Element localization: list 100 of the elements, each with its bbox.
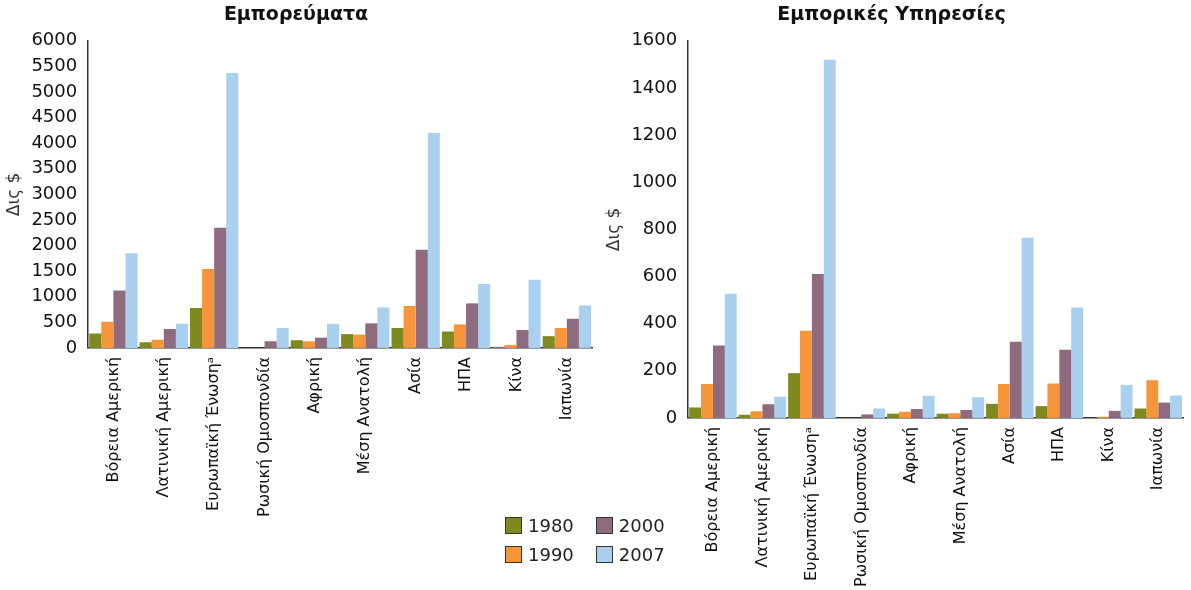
bar: [139, 342, 152, 348]
bar: [823, 59, 836, 418]
bar: [788, 373, 801, 418]
bar: [566, 318, 579, 348]
bar: [712, 345, 725, 418]
bar: [774, 396, 787, 418]
bar: [89, 333, 102, 348]
bar: [341, 334, 354, 348]
bar: [554, 327, 567, 348]
y-tick-label: 800: [642, 217, 678, 239]
x-tick-label: Κίνα: [1097, 426, 1117, 463]
bar: [125, 253, 138, 348]
x-tick-label: ΗΠΑ: [1048, 426, 1068, 462]
bar: [478, 283, 491, 348]
y-tick-label: 1500: [31, 258, 78, 280]
legend-label: 1990: [528, 544, 574, 565]
x-tick-label: Αφρική: [304, 356, 324, 414]
bar: [873, 408, 886, 418]
bar: [1170, 395, 1183, 418]
bar: [1059, 349, 1072, 418]
bar: [314, 337, 328, 348]
bar: [391, 327, 404, 348]
bar: [972, 397, 985, 418]
bar: [997, 383, 1010, 418]
bar: [800, 330, 812, 418]
bar: [724, 293, 737, 418]
y-tick-label: 3500: [31, 156, 78, 178]
bar: [948, 413, 961, 418]
y-tick-label: 1200: [631, 122, 678, 144]
y-axis-title: Δις $: [602, 207, 623, 252]
bar: [453, 324, 467, 348]
bar: [887, 413, 899, 418]
bar: [750, 411, 763, 418]
y-tick-label: 5500: [31, 54, 78, 76]
y-tick-label: 1000: [631, 169, 678, 191]
bar: [922, 395, 935, 418]
y-tick-label: 1600: [631, 28, 678, 50]
bar: [264, 341, 277, 348]
bar: [101, 321, 114, 348]
x-tick-label: Αφρική: [900, 426, 920, 484]
bar: [542, 336, 555, 348]
bar: [214, 227, 227, 348]
y-tick-label: 4000: [31, 130, 78, 152]
bar: [910, 408, 923, 418]
bar: [1047, 383, 1060, 418]
bar: [689, 407, 702, 418]
bar: [175, 323, 188, 348]
x-tick-label: Ευρωπαϊκή Ένωσηᵃ: [801, 426, 821, 581]
x-tick-label: Βόρεια Αμερική: [702, 426, 722, 553]
bar: [1071, 307, 1084, 418]
x-tick-label: Βόρεια Αμερική: [102, 356, 122, 483]
x-tick-label: Λατινική Αμερική: [152, 356, 172, 498]
bar: [226, 73, 239, 348]
y-tick-label: 400: [642, 311, 678, 333]
bar: [189, 308, 203, 348]
bar: [427, 132, 440, 348]
bar: [290, 340, 303, 348]
bar: [365, 323, 378, 348]
bar: [960, 409, 973, 418]
bar: [403, 305, 416, 348]
bar: [811, 273, 824, 418]
x-tick-label: Λατινική Αμερική: [751, 426, 771, 568]
y-tick-label: 1000: [31, 284, 78, 306]
x-tick-label: Μέση Ανατολή: [354, 356, 374, 475]
x-tick-label: Κίνα: [505, 356, 525, 393]
y-tick-label: 2000: [31, 233, 78, 255]
y-tick-label: 500: [42, 310, 78, 332]
x-tick-label: Ιαπωνία: [1147, 426, 1167, 491]
y-tick-label: 200: [642, 358, 678, 380]
bar: [151, 339, 164, 348]
x-tick-label: Ιαπωνία: [555, 356, 575, 421]
bar: [738, 414, 751, 418]
bar: [466, 303, 479, 348]
y-tick-label: 600: [642, 264, 678, 286]
bar: [1158, 402, 1171, 418]
x-tick-label: Ρωσική Ομοσπονδία: [850, 426, 870, 588]
legend-label: 2007: [618, 544, 665, 565]
legend-label: 2000: [618, 515, 665, 536]
bar: [441, 331, 454, 348]
x-tick-label: Ευρωπαϊκή Ένωσηᵃ: [203, 356, 223, 511]
bar: [516, 330, 529, 348]
bar: [1120, 384, 1133, 418]
y-tick-label: 6000: [31, 28, 78, 50]
x-tick-label: Ασία: [404, 356, 424, 394]
bar: [202, 269, 215, 348]
y-tick-label: 2500: [31, 207, 78, 229]
y-axis-title: Δις $: [2, 172, 23, 217]
y-tick-label: 4500: [31, 105, 78, 127]
legend-label: 1980: [528, 515, 574, 536]
bar: [762, 404, 775, 418]
bar: [986, 403, 998, 418]
bar: [353, 334, 366, 348]
bar: [113, 290, 126, 348]
bar: [1035, 406, 1048, 418]
x-tick-label: ΗΠΑ: [455, 356, 475, 392]
x-tick-label: Ρωσική Ομοσπονδία: [253, 356, 273, 518]
y-tick-label: 5000: [31, 79, 78, 101]
bar: [302, 341, 315, 348]
bar: [578, 305, 591, 348]
bar: [276, 327, 289, 348]
